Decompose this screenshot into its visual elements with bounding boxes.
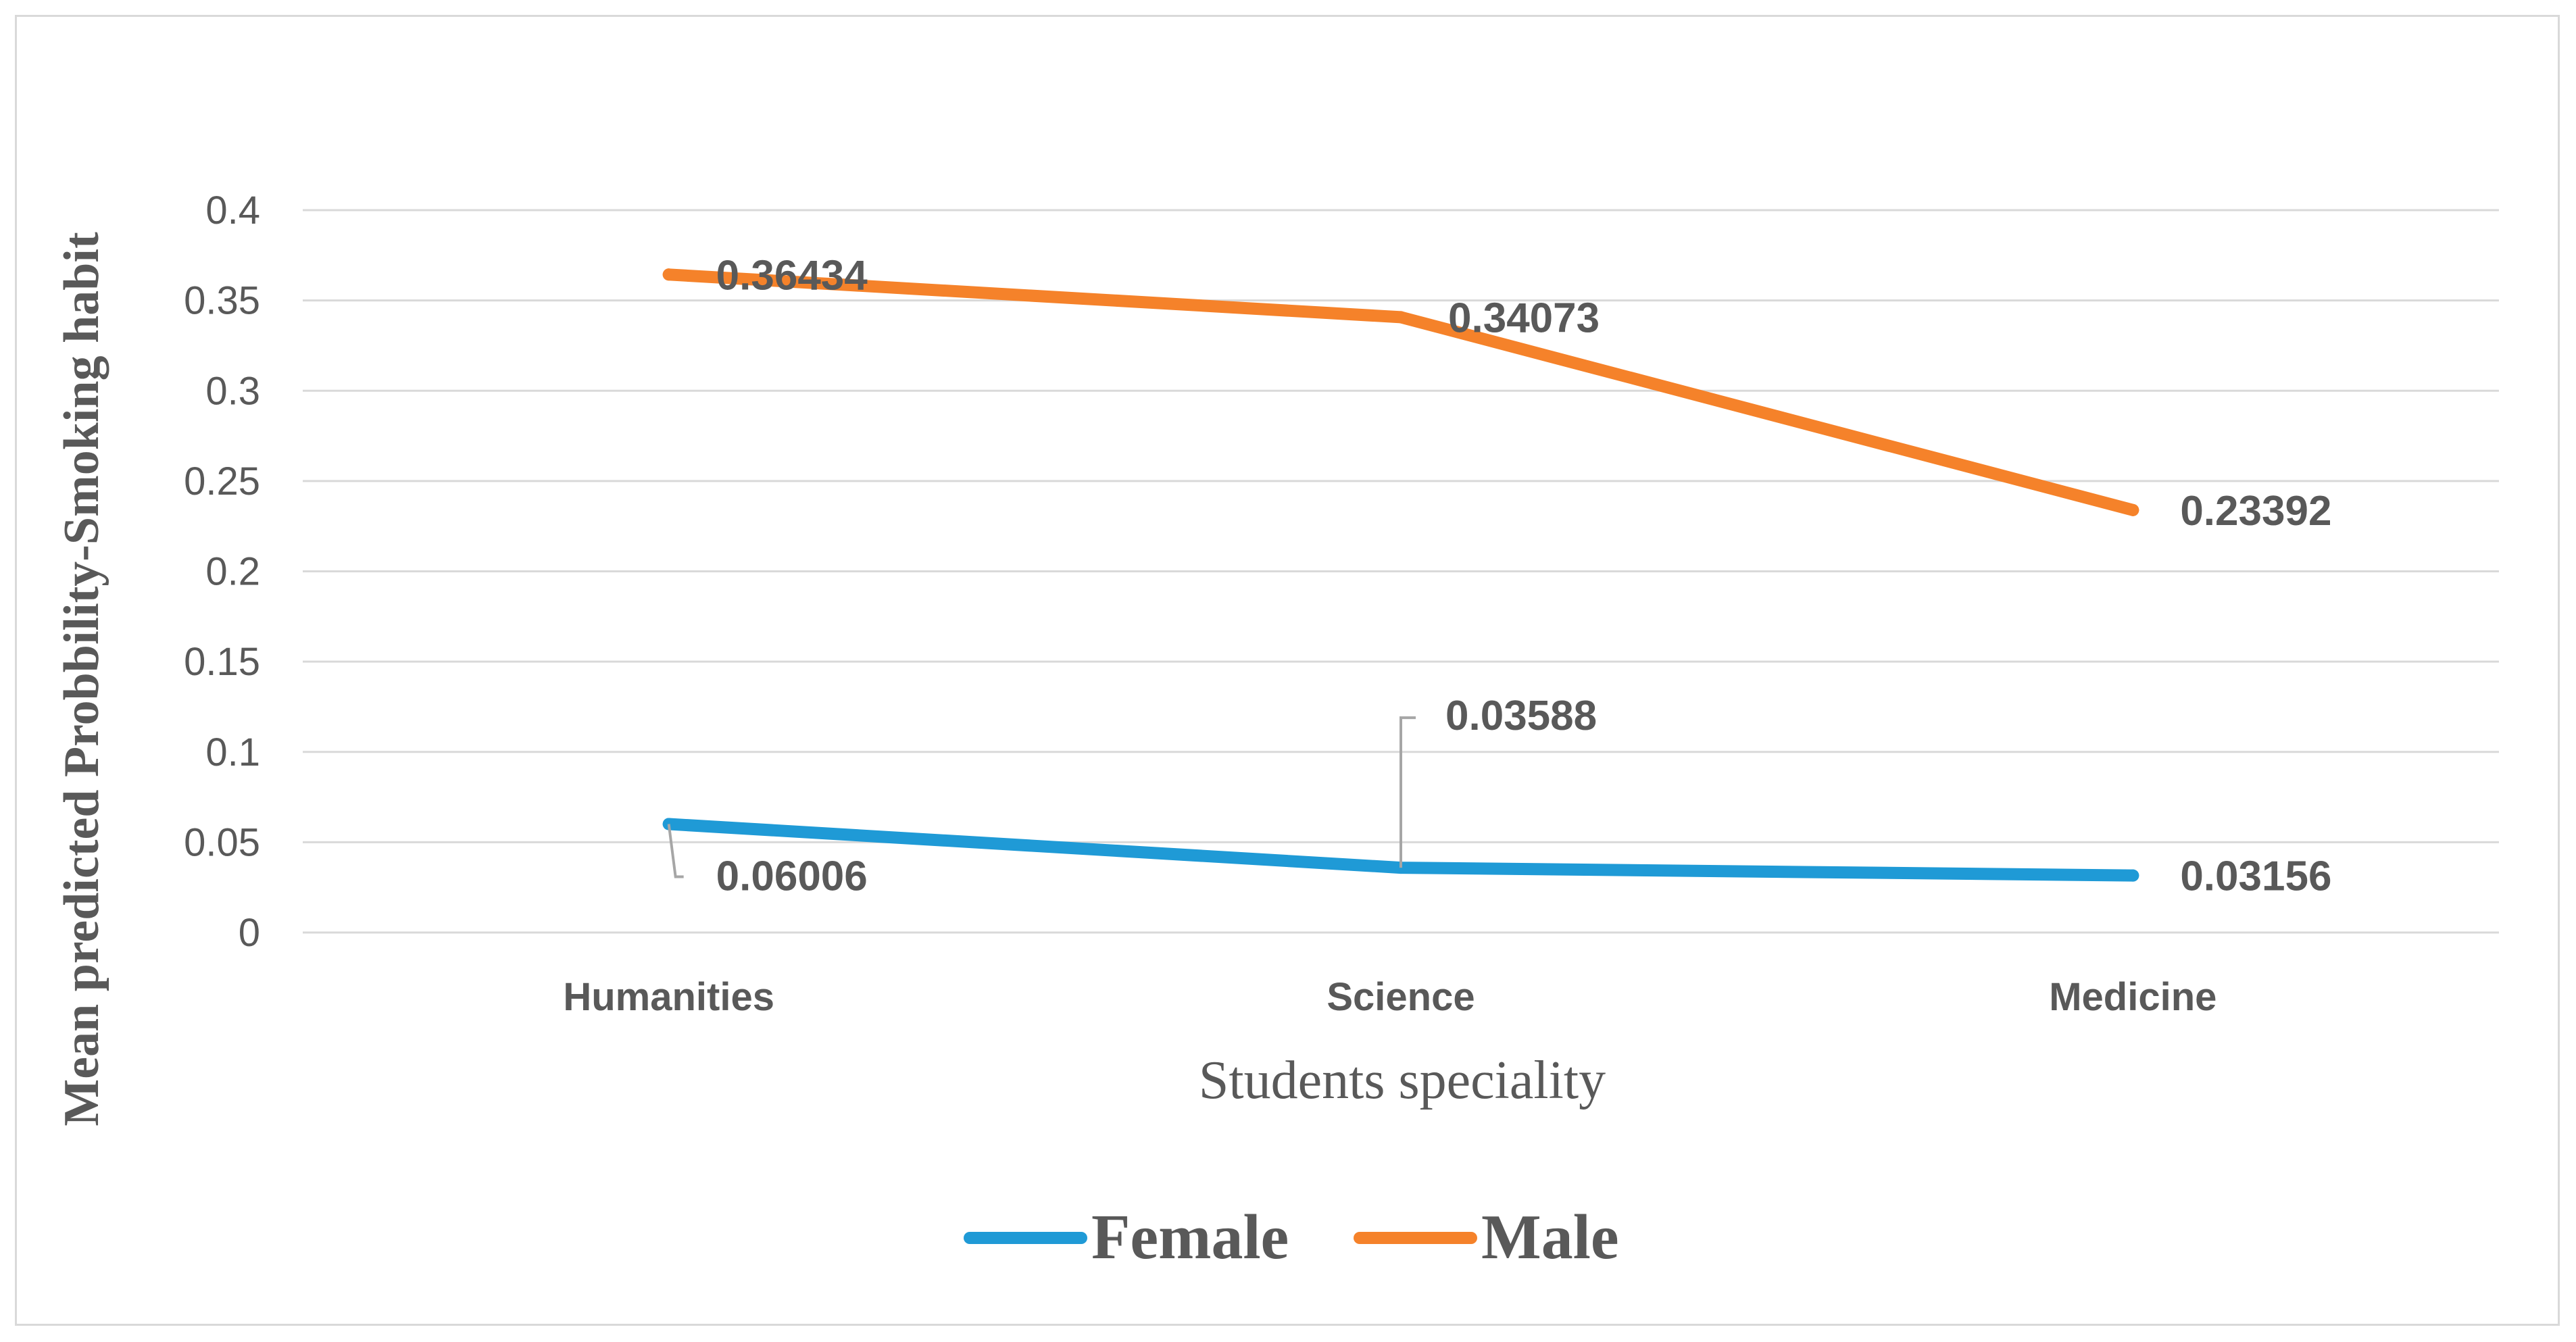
y-tick-label: 0: [239, 911, 260, 955]
label-leader-line: [667, 824, 684, 878]
y-tick-label: 0.35: [184, 279, 260, 323]
y-tick-label: 0.2: [205, 550, 260, 594]
data-label-male: 0.34073: [1448, 295, 1600, 341]
series-line-male: [662, 268, 2139, 516]
x-category-label: Humanities: [563, 975, 774, 1019]
x-axis-categories: Humanities Science Medicine: [563, 975, 2216, 1019]
y-axis-ticks: 0 0.05 0.1 0.15 0.2 0.25 0.3 0.35 0.4: [184, 189, 260, 955]
label-leader-lines: [667, 716, 1416, 878]
x-axis-title: Students speciality: [1199, 1051, 1606, 1110]
y-tick-label: 0.15: [184, 640, 260, 684]
y-tick-label: 0.4: [205, 189, 260, 232]
chart-frame: [15, 15, 2560, 1326]
data-point-male: [2127, 503, 2139, 516]
data-point-male: [1395, 311, 1407, 324]
y-tick-label: 0.05: [184, 820, 260, 864]
label-leader-line: [1400, 716, 1416, 868]
data-point-female: [2127, 869, 2139, 882]
y-tick-label: 0.25: [184, 459, 260, 503]
legend-label-female: Female: [1091, 1202, 1289, 1272]
x-category-label: Science: [1327, 975, 1475, 1019]
y-axis-title: Mean predicted Probbility-Smoking habit: [54, 232, 109, 1126]
data-labels: 0.06006 0.03588 0.03156 0.36434 0.34073 0.233…: [716, 252, 2332, 899]
y-tick-label: 0.3: [205, 369, 260, 413]
data-label-female: 0.03588: [1445, 693, 1597, 739]
data-point-male: [662, 268, 675, 281]
legend-label-male: Male: [1481, 1202, 1619, 1272]
gridlines: [303, 209, 2499, 934]
y-tick-label: 0.1: [205, 730, 260, 774]
data-label-male: 0.23392: [2180, 488, 2331, 535]
data-label-male: 0.36434: [716, 252, 868, 299]
legend: Female Male: [964, 1202, 1619, 1272]
data-label-female: 0.06006: [716, 853, 868, 899]
x-category-label: Medicine: [2049, 975, 2216, 1019]
data-label-female: 0.03156: [2180, 853, 2331, 900]
